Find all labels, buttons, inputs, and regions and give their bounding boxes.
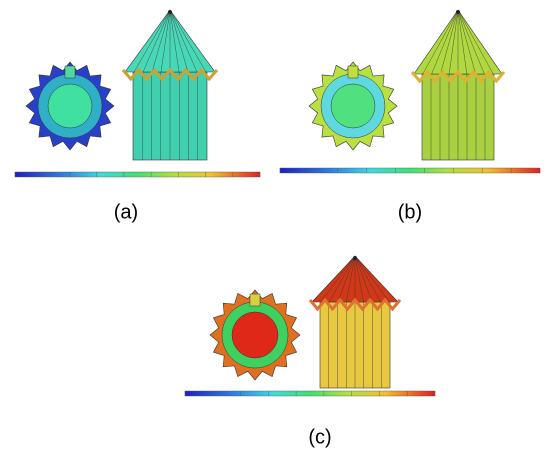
section-core bbox=[331, 84, 375, 128]
colorbar bbox=[15, 172, 260, 177]
figure: (a) (b) (c) bbox=[0, 0, 549, 450]
tip bbox=[456, 10, 460, 14]
panel-label: (a) bbox=[114, 201, 138, 223]
artwork bbox=[15, 10, 540, 396]
section-tab bbox=[348, 66, 358, 78]
tip bbox=[353, 256, 357, 260]
section-tab bbox=[65, 66, 75, 78]
colorbar bbox=[280, 168, 540, 173]
section-tab bbox=[250, 294, 260, 306]
panel-label: (b) bbox=[398, 201, 422, 223]
section-core bbox=[232, 312, 278, 358]
tip bbox=[168, 10, 172, 14]
section-core bbox=[48, 84, 92, 128]
page: (a) (b) (c) (() => { const data = JSON.p… bbox=[0, 0, 549, 450]
colorbar bbox=[185, 391, 435, 396]
panel-label: (c) bbox=[308, 426, 331, 448]
